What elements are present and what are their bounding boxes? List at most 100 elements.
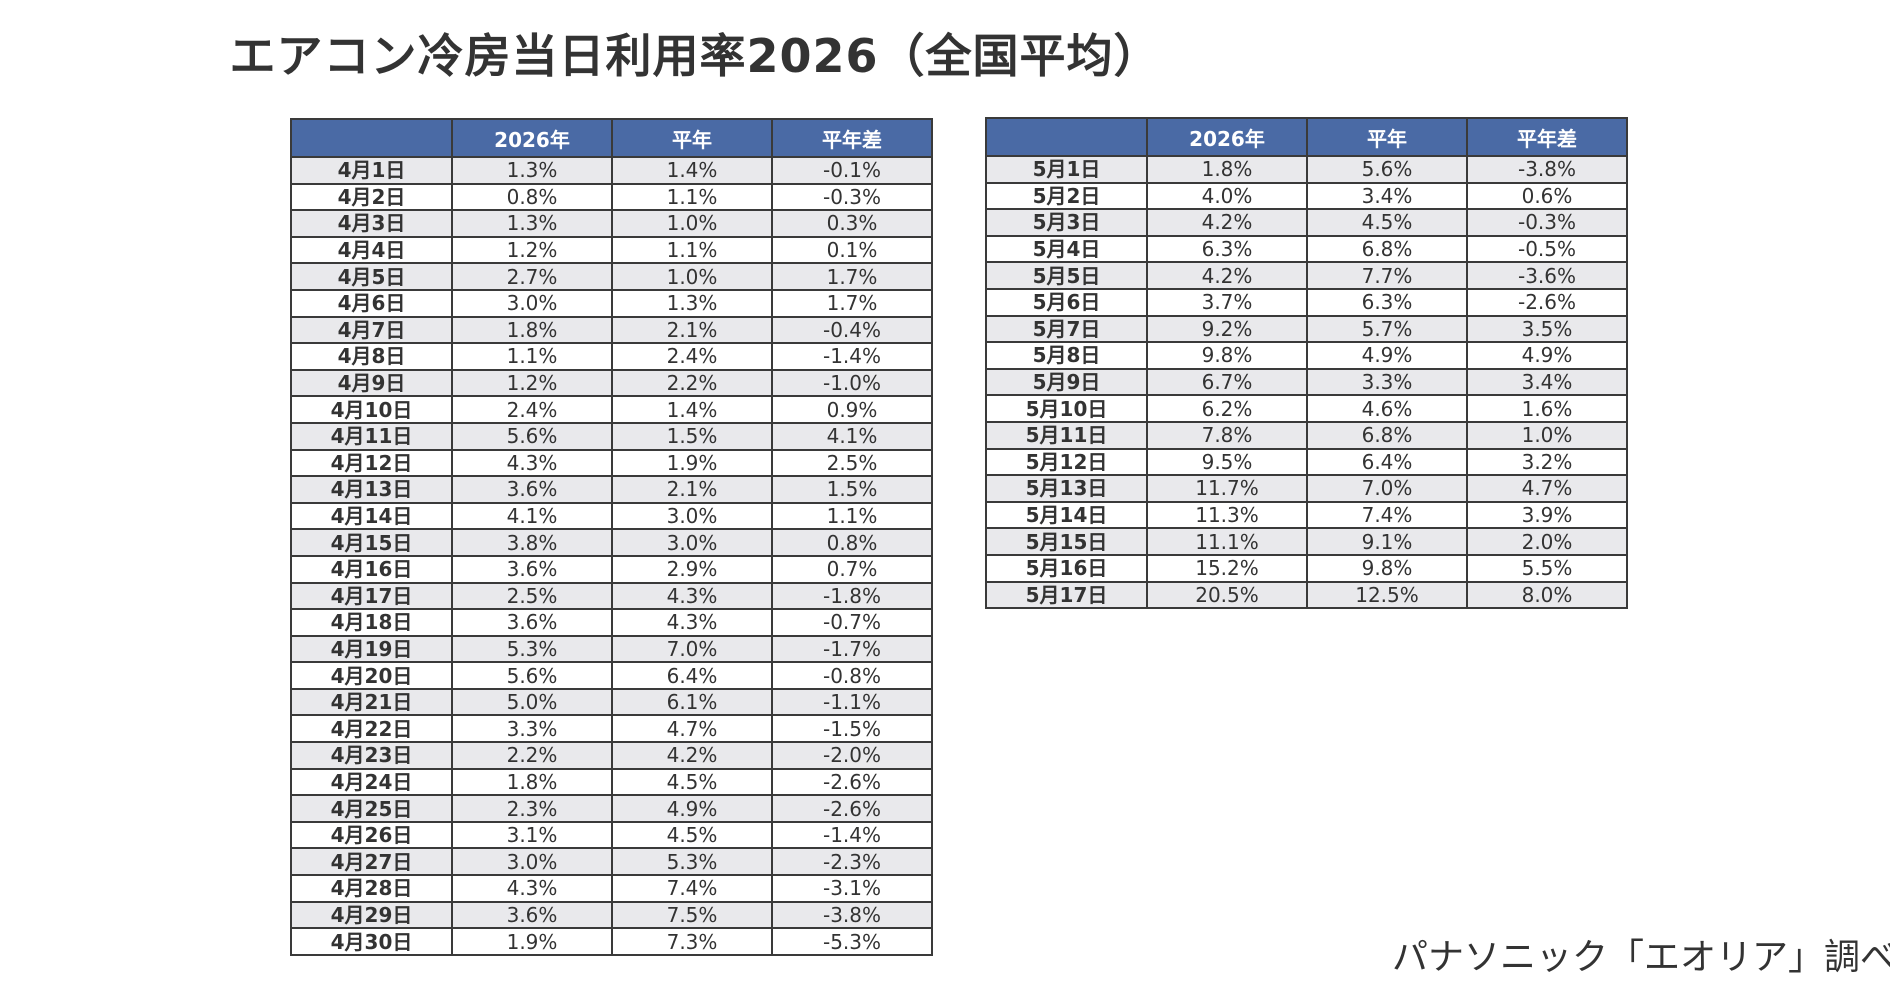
date-cell: 5月1日 (985, 155, 1148, 184)
diff-cell: -0.5% (1466, 234, 1628, 264)
header-date (985, 117, 1148, 157)
table-row: 5月4日 6.3% 6.8% -0.5% (985, 234, 1628, 264)
table-row: 4月3日 1.3% 1.0% 0.3% (290, 209, 933, 238)
date-cell: 4月3日 (290, 209, 453, 238)
table-row: 4月22日 3.3% 4.7% -1.5% (290, 714, 933, 744)
value-2026-cell: 1.8% (451, 767, 613, 797)
date-cell: 4月12日 (290, 448, 453, 478)
table-row: 5月1日 1.8% 5.6% -3.8% (985, 155, 1628, 184)
value-2026-cell: 5.6% (451, 421, 613, 451)
date-cell: 4月18日 (290, 608, 453, 637)
normal-cell: 6.1% (611, 687, 773, 717)
diff-cell: -2.6% (1466, 287, 1628, 317)
date-cell: 5月3日 (985, 208, 1148, 237)
table-row: 4月6日 3.0% 1.3% 1.7% (290, 288, 933, 318)
date-cell: 5月12日 (985, 447, 1148, 477)
date-cell: 4月2日 (290, 182, 453, 212)
table-row: 4月16日 3.6% 2.9% 0.7% (290, 554, 933, 584)
diff-cell: -0.8% (771, 661, 933, 690)
table-row: 5月5日 4.2% 7.7% -3.6% (985, 261, 1628, 290)
header-diff: 平年差 (771, 118, 933, 158)
value-2026-cell: 2.7% (451, 262, 613, 291)
table-row: 4月21日 5.0% 6.1% -1.1% (290, 687, 933, 717)
diff-cell: -2.0% (771, 741, 933, 770)
diff-cell: 1.7% (771, 262, 933, 291)
value-2026-cell: 4.1% (451, 501, 613, 531)
diff-cell: 1.5% (771, 475, 933, 504)
date-cell: 4月20日 (290, 661, 453, 690)
table-row: 4月17日 2.5% 4.3% -1.8% (290, 581, 933, 611)
value-2026-cell: 3.6% (451, 900, 613, 930)
diff-cell: -0.1% (771, 156, 933, 185)
normal-cell: 2.4% (611, 342, 773, 371)
value-2026-cell: 4.3% (451, 874, 613, 903)
date-cell: 4月16日 (290, 554, 453, 584)
normal-cell: 7.7% (1306, 261, 1468, 290)
diff-cell: -1.8% (771, 581, 933, 611)
date-cell: 5月4日 (985, 234, 1148, 264)
table-row: 4月1日 1.3% 1.4% -0.1% (290, 156, 933, 185)
table-row: 4月10日 2.4% 1.4% 0.9% (290, 395, 933, 424)
value-2026-cell: 3.6% (451, 475, 613, 504)
diff-cell: -1.7% (771, 634, 933, 664)
table-header-row: 2026年 平年 平年差 (290, 118, 933, 158)
may-table: 2026年 平年 平年差 5月1日 1.8% 5.6% -3.8% 5月2日 4.0% 3.… (985, 117, 1628, 610)
normal-cell: 4.2% (611, 741, 773, 770)
table-row: 4月29日 3.6% 7.5% -3.8% (290, 900, 933, 930)
date-cell: 4月21日 (290, 687, 453, 717)
table-row: 4月9日 1.2% 2.2% -1.0% (290, 368, 933, 398)
normal-cell: 7.4% (1306, 500, 1468, 530)
normal-cell: 6.4% (1306, 447, 1468, 477)
diff-cell: -5.3% (771, 927, 933, 956)
value-2026-cell: 9.2% (1146, 314, 1308, 344)
diff-cell: -3.1% (771, 874, 933, 903)
diff-cell: -0.3% (771, 182, 933, 212)
diff-cell: -3.8% (1466, 155, 1628, 184)
value-2026-cell: 3.7% (1146, 287, 1308, 317)
diff-cell: 4.7% (1466, 474, 1628, 503)
table-row: 4月19日 5.3% 7.0% -1.7% (290, 634, 933, 664)
diff-cell: 3.9% (1466, 500, 1628, 530)
normal-cell: 4.5% (611, 767, 773, 797)
diff-cell: 1.0% (1466, 420, 1628, 450)
header-date (290, 118, 453, 158)
diff-cell: 4.9% (1466, 341, 1628, 370)
normal-cell: 7.5% (611, 900, 773, 930)
diff-cell: -1.1% (771, 687, 933, 717)
table-row: 4月11日 5.6% 1.5% 4.1% (290, 421, 933, 451)
normal-cell: 5.3% (611, 847, 773, 877)
diff-cell: -0.7% (771, 608, 933, 637)
diff-cell: -2.6% (771, 794, 933, 823)
date-cell: 4月7日 (290, 315, 453, 345)
diff-cell: -0.4% (771, 315, 933, 345)
date-cell: 4月9日 (290, 368, 453, 398)
normal-cell: 3.0% (611, 528, 773, 557)
normal-cell: 4.3% (611, 581, 773, 611)
value-2026-cell: 4.0% (1146, 181, 1308, 211)
normal-cell: 1.0% (611, 262, 773, 291)
date-cell: 5月11日 (985, 420, 1148, 450)
value-2026-cell: 7.8% (1146, 420, 1308, 450)
normal-cell: 12.5% (1306, 580, 1468, 610)
value-2026-cell: 3.6% (451, 554, 613, 584)
value-2026-cell: 5.6% (451, 661, 613, 690)
date-cell: 5月7日 (985, 314, 1148, 344)
value-2026-cell: 2.4% (451, 395, 613, 424)
value-2026-cell: 9.5% (1146, 447, 1308, 477)
table-row: 4月12日 4.3% 1.9% 2.5% (290, 448, 933, 478)
table-row: 5月9日 6.7% 3.3% 3.4% (985, 367, 1628, 397)
diff-cell: 8.0% (1466, 580, 1628, 610)
value-2026-cell: 9.8% (1146, 341, 1308, 370)
table-row: 4月18日 3.6% 4.3% -0.7% (290, 608, 933, 637)
normal-cell: 9.1% (1306, 527, 1468, 556)
date-cell: 5月2日 (985, 181, 1148, 211)
normal-cell: 2.1% (611, 315, 773, 345)
value-2026-cell: 5.3% (451, 634, 613, 664)
value-2026-cell: 1.8% (1146, 155, 1308, 184)
value-2026-cell: 20.5% (1146, 580, 1308, 610)
table-row: 5月7日 9.2% 5.7% 3.5% (985, 314, 1628, 344)
table-row: 4月2日 0.8% 1.1% -0.3% (290, 182, 933, 212)
table-row: 5月8日 9.8% 4.9% 4.9% (985, 341, 1628, 370)
diff-cell: 0.3% (771, 209, 933, 238)
table-row: 5月12日 9.5% 6.4% 3.2% (985, 447, 1628, 477)
